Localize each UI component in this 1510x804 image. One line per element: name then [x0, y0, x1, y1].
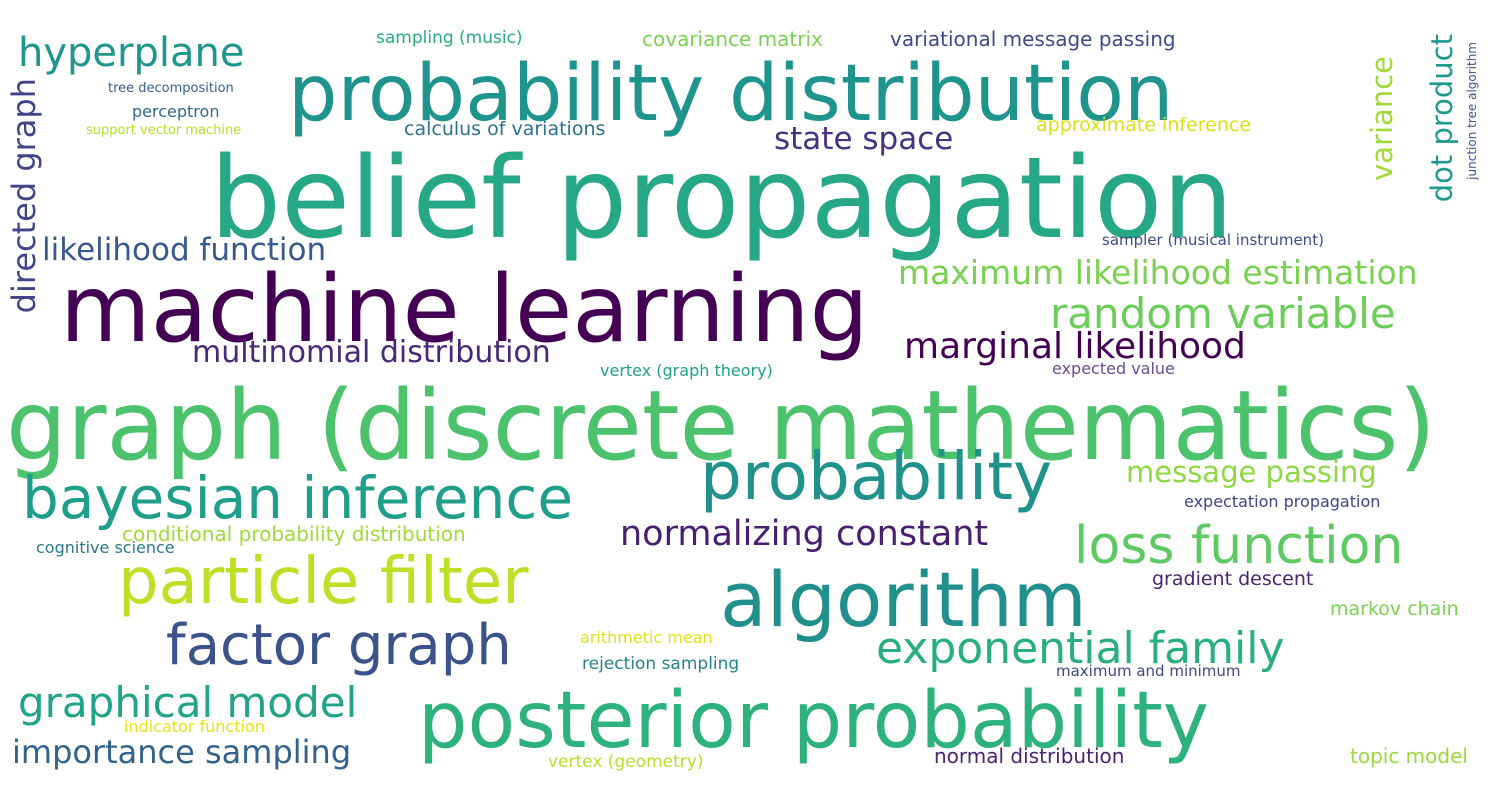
word-conditional-probability-distribution: conditional probability distribution	[122, 522, 466, 546]
word-message-passing: message passing	[1126, 455, 1377, 489]
word-markov-chain: markov chain	[1330, 598, 1459, 620]
word-expectation-propagation: expectation propagation	[1184, 492, 1381, 511]
word-marginal-likelihood: marginal likelihood	[904, 326, 1246, 367]
word-vertex-geometry: vertex (geometry)	[548, 752, 704, 772]
word-bayesian-inference: bayesian inference	[22, 464, 573, 532]
word-algorithm: algorithm	[720, 555, 1087, 644]
word-approximate-inference: approximate inference	[1036, 114, 1252, 136]
word-topic-model: topic model	[1350, 744, 1468, 768]
word-graph-discrete-mathematics: graph (discrete mathematics)	[6, 370, 1436, 482]
word-cognitive-science: cognitive science	[36, 538, 175, 557]
word-exponential-family: exponential family	[876, 623, 1285, 674]
word-maximum-and-minimum: maximum and minimum	[1056, 662, 1241, 680]
word-particle-filter: particle filter	[118, 545, 529, 619]
word-maximum-likelihood-estimation: maximum likelihood estimation	[898, 253, 1418, 292]
word-junction-tree-algorithm: junction tree algorithm	[1465, 42, 1479, 180]
word-dot-product: dot product	[1425, 34, 1459, 203]
word-machine-learning: machine learning	[60, 255, 869, 363]
word-posterior-probability: posterior probability	[418, 676, 1209, 766]
word-probability: probability	[700, 438, 1053, 515]
word-tree-decomposition: tree decomposition	[108, 81, 234, 96]
word-perceptron: perceptron	[132, 102, 220, 121]
word-importance-sampling: importance sampling	[12, 733, 352, 771]
word-factor-graph: factor graph	[166, 613, 512, 678]
word-gradient-descent: gradient descent	[1152, 568, 1314, 590]
word-likelihood-function: likelihood function	[42, 232, 327, 268]
word-belief-propagation: belief propagation	[210, 134, 1234, 264]
word-graphical-model: graphical model	[18, 678, 358, 727]
word-arithmetic-mean: arithmetic mean	[580, 628, 713, 647]
word-multinomial-distribution: multinomial distribution	[192, 335, 551, 370]
word-calculus-of-variations: calculus of variations	[404, 118, 606, 140]
word-random-variable: random variable	[1050, 289, 1396, 338]
word-support-vector-machine: support vector machine	[86, 123, 242, 138]
word-hyperplane: hyperplane	[18, 30, 245, 76]
word-loss-function: loss function	[1074, 516, 1404, 576]
word-indicator-function: indicator function	[124, 717, 265, 736]
word-vertex-graph-theory: vertex (graph theory)	[600, 361, 773, 380]
word-normal-distribution: normal distribution	[934, 744, 1125, 768]
word-rejection-sampling: rejection sampling	[582, 654, 740, 674]
word-directed-graph: directed graph	[5, 78, 43, 314]
word-sampler-musical-instrument: sampler (musical instrument)	[1102, 231, 1324, 249]
word-expected-value: expected value	[1052, 359, 1175, 378]
word-normalizing-constant: normalizing constant	[620, 514, 989, 554]
word-covariance-matrix: covariance matrix	[642, 27, 823, 51]
word-state-space: state space	[774, 121, 954, 157]
word-variational-message-passing: variational message passing	[890, 27, 1176, 51]
word-sampling-music: sampling (music)	[376, 28, 523, 48]
word-probability-distribution: probability distribution	[288, 49, 1174, 139]
word-variance: variance	[1365, 56, 1399, 181]
